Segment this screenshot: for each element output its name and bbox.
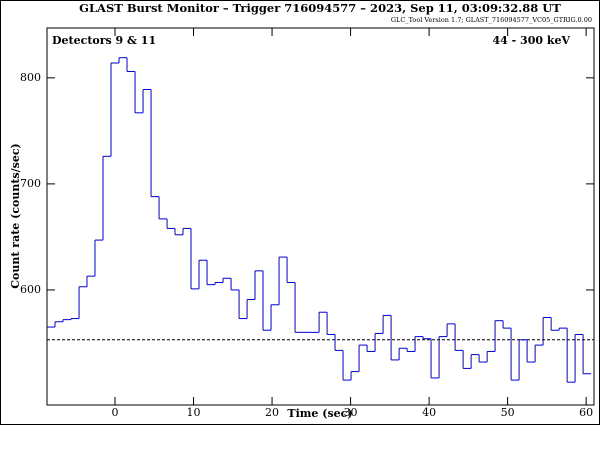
y-tick-label: 700 bbox=[20, 177, 41, 190]
y-tick-label: 600 bbox=[20, 283, 41, 296]
y-tick-label: 800 bbox=[20, 71, 41, 84]
x-tick-label: 20 bbox=[265, 406, 279, 419]
y-axis-label: Count rate (counts/sec) bbox=[9, 143, 22, 288]
x-axis-label: Time (sec) bbox=[287, 407, 352, 420]
outer-frame bbox=[0, 0, 600, 425]
x-tick-label: 0 bbox=[112, 406, 119, 419]
x-tick-label: 40 bbox=[422, 406, 436, 419]
x-tick-label: 60 bbox=[579, 406, 593, 419]
energy-label: 44 - 300 keV bbox=[493, 34, 571, 47]
x-tick-label: 50 bbox=[501, 406, 515, 419]
chart-title: GLAST Burst Monitor – Trigger 716094577 … bbox=[79, 1, 561, 15]
x-tick-label: 10 bbox=[187, 406, 201, 419]
plot-frame bbox=[46, 27, 595, 406]
detector-label: Detectors 9 & 11 bbox=[52, 34, 156, 47]
chart-subtitle: GLC_Tool Version 1.7; GLAST_716094577_VC… bbox=[391, 16, 592, 24]
x-tick-label: 30 bbox=[344, 406, 358, 419]
